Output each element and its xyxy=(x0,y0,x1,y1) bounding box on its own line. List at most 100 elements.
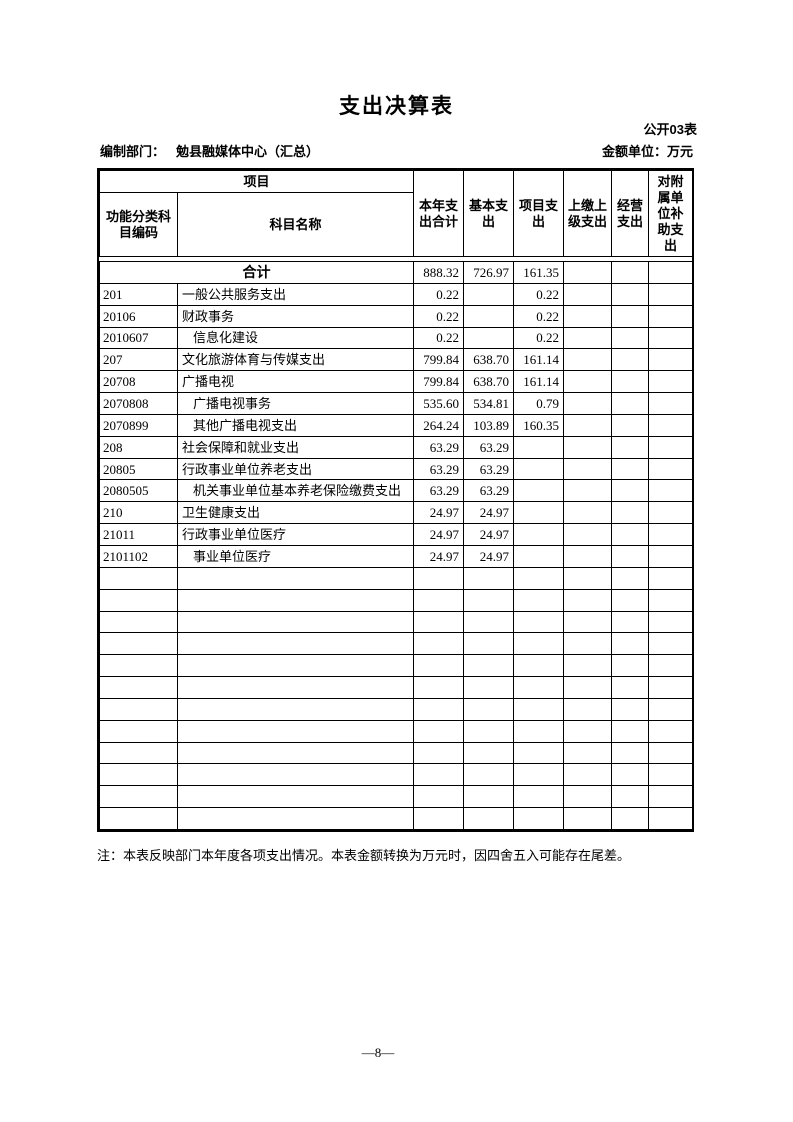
row-value xyxy=(611,370,649,394)
empty-row xyxy=(99,719,693,743)
empty-cell xyxy=(563,785,612,809)
row-value: 160.35 xyxy=(513,413,564,437)
empty-cell xyxy=(611,697,649,721)
row-value xyxy=(611,457,649,481)
total-value: 161.35 xyxy=(513,261,564,284)
row-value xyxy=(513,544,564,568)
empty-cell xyxy=(513,807,564,830)
empty-cell xyxy=(99,676,178,699)
empty-row xyxy=(99,566,693,590)
empty-cell xyxy=(413,632,464,656)
empty-cell xyxy=(463,719,514,743)
row-code: 208 xyxy=(99,435,178,459)
row-value xyxy=(563,413,612,437)
empty-cell xyxy=(648,654,693,678)
row-value xyxy=(463,326,514,350)
row-value: 799.84 xyxy=(413,370,464,394)
empty-cell xyxy=(563,719,612,743)
amount-unit-label: 金额单位：万元 xyxy=(601,144,693,159)
empty-row xyxy=(99,807,693,830)
row-value xyxy=(648,392,693,415)
table-row: 2010607 信息化建设 0.22 0.22 xyxy=(99,326,693,350)
row-value: 264.24 xyxy=(413,413,464,437)
table-row: 2070899 其他广播电视支出 264.24 103.89 160.35 xyxy=(99,413,693,437)
empty-cell xyxy=(563,741,612,765)
empty-cell xyxy=(99,719,178,743)
empty-cell xyxy=(177,697,414,721)
empty-cell xyxy=(99,807,178,830)
total-value: 888.32 xyxy=(413,261,464,284)
row-value xyxy=(611,479,649,503)
row-value xyxy=(563,282,612,306)
empty-cell xyxy=(463,654,514,678)
header-col-upper-level: 上缴上级支出 xyxy=(563,170,613,257)
empty-cell xyxy=(99,741,178,765)
empty-cell xyxy=(177,719,414,743)
empty-cell xyxy=(648,676,693,699)
table-code-label: 公开03表 xyxy=(643,122,697,137)
row-value xyxy=(648,501,693,525)
row-value xyxy=(463,282,514,306)
row-value xyxy=(563,523,612,546)
expenditure-table-body: 合计 888.32 726.97 161.35 201 一般公共服务支出 0.22 0.22 2… xyxy=(99,261,693,830)
row-value xyxy=(513,479,564,503)
table-row: 2080505 机关事业单位基本养老保险缴费支出 63.29 63.29 xyxy=(99,479,693,503)
row-value xyxy=(648,348,693,372)
table-row: 210 卫生健康支出 24.97 24.97 xyxy=(99,501,693,525)
row-value xyxy=(563,479,612,503)
row-value xyxy=(611,435,649,459)
empty-cell xyxy=(648,632,693,656)
row-value xyxy=(611,544,649,568)
row-value xyxy=(611,348,649,372)
row-code: 20708 xyxy=(99,370,178,394)
row-value: 0.79 xyxy=(513,392,564,415)
empty-cell xyxy=(513,610,564,634)
empty-cell xyxy=(99,588,178,612)
row-value: 161.14 xyxy=(513,370,564,394)
row-name: 行政事业单位医疗 xyxy=(177,523,414,546)
row-value: 24.97 xyxy=(463,544,514,568)
empty-cell xyxy=(463,676,514,699)
row-value xyxy=(611,304,649,328)
header-subject-name: 科目名称 xyxy=(176,192,415,257)
row-value: 24.97 xyxy=(413,501,464,525)
empty-cell xyxy=(177,610,414,634)
empty-cell xyxy=(99,763,178,787)
row-name: 社会保障和就业支出 xyxy=(177,435,414,459)
empty-cell xyxy=(99,610,178,634)
row-code: 210 xyxy=(99,501,178,525)
row-value xyxy=(648,326,693,350)
empty-cell xyxy=(99,632,178,656)
table-row: 20708 广播电视 799.84 638.70 161.14 xyxy=(99,370,693,394)
row-value xyxy=(611,413,649,437)
empty-cell xyxy=(413,697,464,721)
empty-cell xyxy=(513,654,564,678)
row-value xyxy=(648,304,693,328)
page-title: 支出决算表 xyxy=(339,95,454,118)
table-row: 20805 行政事业单位养老支出 63.29 63.29 xyxy=(99,457,693,481)
row-value xyxy=(611,523,649,546)
prepared-by: 编制部门： 勉县融媒体中心（汇总） xyxy=(100,141,319,160)
empty-cell xyxy=(513,697,564,721)
total-value: 726.97 xyxy=(463,261,514,284)
header-project: 项目 xyxy=(98,170,415,193)
empty-cell xyxy=(463,785,514,809)
row-value: 0.22 xyxy=(413,326,464,350)
total-value xyxy=(648,261,693,284)
empty-row xyxy=(99,588,693,612)
row-value: 63.29 xyxy=(413,435,464,459)
empty-cell xyxy=(99,566,178,590)
empty-cell xyxy=(648,588,693,612)
empty-cell xyxy=(177,566,414,590)
table-row: 2070808 广播电视事务 535.60 534.81 0.79 xyxy=(99,392,693,415)
empty-cell xyxy=(177,676,414,699)
empty-cell xyxy=(563,632,612,656)
row-value: 535.60 xyxy=(413,392,464,415)
expenditure-table-header: 项目 本年支出合计 基本支出 项目支出 上缴上级支出 经营支出 对附属单位补助支… xyxy=(98,170,694,257)
empty-cell xyxy=(177,741,414,765)
empty-cell xyxy=(413,610,464,634)
empty-cell xyxy=(99,697,178,721)
empty-cell xyxy=(563,566,612,590)
empty-cell xyxy=(513,566,564,590)
row-value: 63.29 xyxy=(413,479,464,503)
